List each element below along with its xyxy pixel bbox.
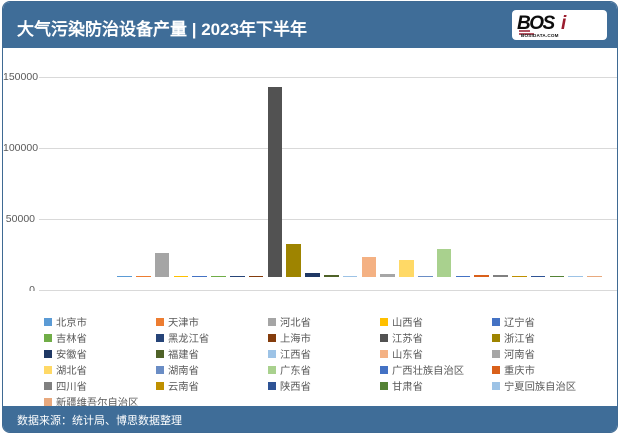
svg-text:i: i: [561, 13, 567, 34]
svg-text:BOS: BOS: [517, 13, 556, 34]
svg-text:BOSIDATA.COM: BOSIDATA.COM: [521, 33, 559, 38]
